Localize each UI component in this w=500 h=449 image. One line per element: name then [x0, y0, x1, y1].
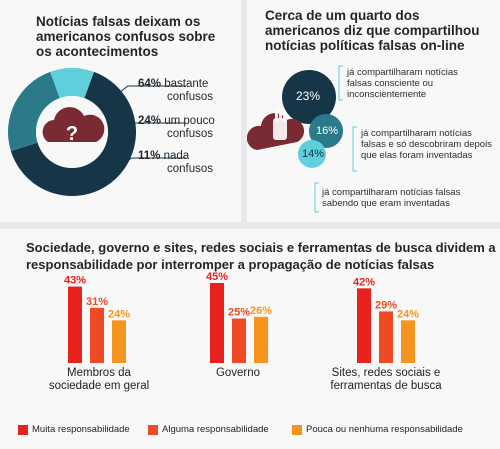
legend-item-1: Muita responsabilidade	[18, 424, 130, 435]
bar-label-1-3: 24%	[108, 308, 130, 320]
bubble-23	[282, 70, 336, 124]
bar-label-3-1: 42%	[353, 276, 375, 288]
bar-1-1	[68, 286, 82, 363]
bar-3-2	[379, 311, 393, 363]
bar-3-3	[401, 320, 415, 363]
bar-label-3-2: 29%	[375, 299, 397, 311]
bubble-16-label: 16%	[316, 125, 339, 137]
slice-label-1: 64% bastante confusos	[138, 78, 214, 103]
category-label-1: Membros da sociedade em geral	[48, 367, 150, 392]
sharing-panel: Cerca de um quarto dos americanos diz qu…	[247, 0, 500, 222]
legend-swatch-2	[148, 424, 158, 435]
donut-slice-1	[10, 71, 137, 197]
bubble-23-label: 23%	[296, 89, 321, 103]
bar-2-3	[254, 316, 268, 363]
leader-line-2	[123, 122, 186, 129]
category-label-2: Governo	[215, 367, 261, 379]
question-cloud-icon: ?	[42, 107, 105, 145]
bar-label-1-1: 43%	[64, 275, 86, 287]
donut-slice-3	[50, 68, 94, 99]
donut-slice-2	[8, 71, 60, 151]
bar-3-1	[357, 288, 371, 363]
bar-2-1	[210, 283, 224, 363]
responsibility-bar-chart: 43%31%24%45%25% 26%42%29%24%	[64, 271, 419, 363]
leader-line-1	[111, 85, 186, 99]
sharing-bubbles	[247, 65, 357, 213]
bar-1-3	[112, 320, 126, 363]
bubble-23-note: já compartilharam notícias falsas consci…	[347, 67, 458, 100]
category-label-3: Sites, redes sociais e ferramentas de bus…	[330, 367, 442, 392]
legend-swatch-1	[18, 424, 28, 435]
responsibility-panel: Sociedade, governo e sites, redes sociai…	[0, 229, 500, 449]
bubble-16	[309, 114, 343, 148]
bubble-16-note: já compartilharam notícias falsas e só d…	[361, 128, 492, 161]
confusion-title: Notícias falsas deixam os americanos con…	[36, 14, 216, 59]
chart-title: Sociedade, governo e sites, redes sociai…	[26, 240, 496, 272]
hand-cloud-icon	[247, 108, 305, 150]
bubble-14	[298, 140, 326, 168]
confusion-panel: Notícias falsas deixam os americanos con…	[0, 0, 241, 222]
bar-label-3-3: 24%	[397, 308, 419, 320]
legend-swatch-3	[292, 424, 302, 435]
bar-label-2-3: 26%	[250, 305, 272, 317]
slice-label-3: 11% nada confusos	[138, 150, 214, 175]
bubble-14-label: 14%	[302, 148, 325, 160]
confusion-donut-chart: ?	[8, 68, 186, 197]
sharing-title: Cerca de um quarto dos americanos diz qu…	[265, 8, 480, 53]
leader-line-3	[119, 157, 186, 166]
bar-2-2	[232, 318, 246, 363]
bar-label-2-2: 25%	[228, 307, 250, 319]
bar-label-1-2: 31%	[86, 296, 108, 308]
bubble-14-note: já compartilharam notícias falsas sabend…	[322, 187, 461, 209]
bar-1-2	[90, 307, 104, 363]
legend-item-3: Pouca ou nenhuma responsabilidade	[292, 424, 463, 435]
bar-label-2-1: 45%	[206, 271, 228, 283]
slice-label-2: 24% um pouco confusos	[138, 115, 215, 140]
svg-text:?: ?	[66, 123, 78, 145]
legend-item-2: Alguma responsabilidade	[148, 424, 269, 435]
